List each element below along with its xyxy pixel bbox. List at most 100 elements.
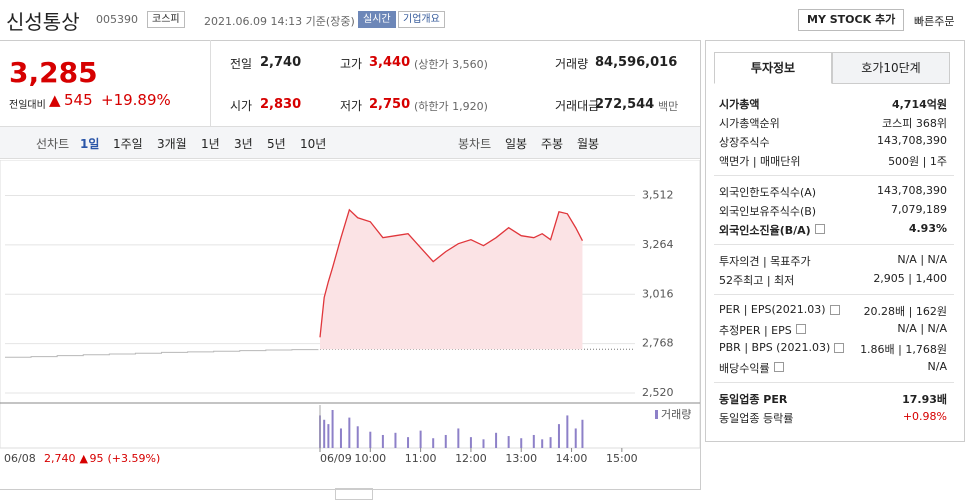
- info-label: 시가총액순위: [719, 117, 780, 130]
- tab-label: 봉차트: [458, 137, 492, 151]
- group-divider: [714, 382, 954, 383]
- info-label: PBR | BPS (2021.03): [719, 341, 831, 354]
- volume-bar: [394, 432, 397, 448]
- volume-bar: [469, 437, 472, 448]
- prev-close: 2,740: [44, 452, 76, 465]
- stock-name: 신성통상: [6, 10, 80, 34]
- summary-value: 272,544: [595, 97, 655, 112]
- legend-swatch: [655, 410, 658, 419]
- group-divider: [714, 175, 954, 176]
- volume-bar: [323, 419, 326, 448]
- change-label: 전일대비: [9, 100, 46, 111]
- overview-button[interactable]: 기업개요: [398, 11, 445, 28]
- price-line: [319, 208, 584, 338]
- volume-bar: [574, 428, 577, 448]
- quick-order[interactable]: 빠른주문: [914, 15, 955, 28]
- y-tick-label: 2,520: [642, 386, 674, 399]
- info-value: N/A | N/A: [897, 322, 947, 335]
- info-label: PER | EPS(2021.03): [719, 303, 826, 316]
- info-label: 외국인소진율(B/A): [719, 224, 811, 237]
- summary-note: (하한가 1,920): [414, 100, 488, 113]
- volume-bar: [457, 428, 460, 448]
- side-tab[interactable]: 투자정보: [714, 52, 832, 84]
- summary-label: 거래량: [555, 57, 589, 71]
- volume-bar: [549, 437, 552, 448]
- info-label: 외국인한도주식수(A): [719, 186, 817, 199]
- volume-bar: [581, 419, 584, 448]
- toggle-button[interactable]: [335, 488, 373, 500]
- current-price: 3,285: [9, 56, 98, 89]
- info-label: 외국인보유주식수(B): [719, 205, 817, 218]
- volume-bar: [444, 434, 447, 448]
- summary-label: 저가: [340, 99, 363, 113]
- divider: [210, 40, 211, 126]
- summary-note: (상한가 3,560): [414, 58, 488, 71]
- help-icon[interactable]: [774, 362, 784, 372]
- prev-change: 95: [90, 452, 104, 465]
- candle-tab[interactable]: 월봉: [577, 137, 600, 151]
- side-tab[interactable]: 호가10단계: [832, 52, 950, 84]
- group-divider: [714, 244, 954, 245]
- tab-label: 선차트: [36, 137, 70, 151]
- info-label: 배당수익률: [719, 362, 770, 375]
- summary-label: 고가: [340, 57, 363, 71]
- info-value: 17.93배: [902, 393, 947, 406]
- info-value: N/A | N/A: [897, 253, 947, 266]
- help-icon[interactable]: [834, 343, 844, 353]
- my-stock-button[interactable]: MY STOCK 추가: [798, 9, 905, 31]
- prev-label: 06/08: [4, 452, 36, 465]
- period-tab[interactable]: 5년: [267, 137, 286, 151]
- prev-day-line: [5, 349, 319, 358]
- volume-bar: [532, 434, 535, 448]
- help-icon[interactable]: [796, 324, 806, 334]
- info-label: 투자의견 | 목표주가: [719, 255, 811, 268]
- volume-bar: [331, 410, 334, 448]
- info-value: 4,714억원: [891, 98, 947, 111]
- y-tick-label: 3,264: [642, 238, 674, 251]
- period-tab[interactable]: 1년: [201, 137, 220, 151]
- info-value: 500원 | 1주: [888, 155, 947, 168]
- info-value: 4.93%: [908, 222, 947, 235]
- change: 545: [64, 91, 93, 109]
- info-value: 143,708,390: [877, 134, 947, 147]
- info-value: 143,708,390: [877, 184, 947, 197]
- candle-tab[interactable]: 일봉: [505, 137, 528, 151]
- stock-code: 005390: [96, 13, 138, 26]
- summary-note: 백만: [658, 100, 679, 113]
- volume-bar: [419, 430, 422, 448]
- change-pct: +19.89%: [101, 91, 171, 109]
- period-tab[interactable]: 1주일: [113, 137, 143, 151]
- volume-bar: [327, 424, 330, 448]
- summary-label: 전일: [230, 57, 253, 71]
- x-tick-label: 13:00: [505, 452, 537, 465]
- price-area: [320, 209, 583, 350]
- y-tick-label: 3,016: [642, 287, 674, 300]
- candle-tab[interactable]: 주봉: [541, 137, 564, 151]
- volume-bar: [482, 439, 485, 448]
- period-tab[interactable]: 1일: [80, 137, 100, 151]
- y-tick-label: 3,512: [642, 188, 674, 201]
- volume-bar: [520, 438, 523, 448]
- info-label: 시가총액: [719, 98, 760, 111]
- period-tab[interactable]: 3년: [234, 137, 253, 151]
- chart: 3,512 3,264 3,016 2,768 2,520 06/09 10:00 11:00…: [0, 160, 700, 465]
- period-tab[interactable]: 10년: [300, 137, 327, 151]
- info-value: 1.86배 | 1,768원: [860, 343, 947, 356]
- info-value: N/A: [927, 360, 947, 373]
- up-arrow: ▲: [49, 91, 61, 109]
- summary-value: 84,596,016: [595, 55, 678, 70]
- info-value: 코스피 368위: [882, 117, 947, 130]
- volume-bar: [495, 432, 498, 448]
- x-tick-label: 10:00: [354, 452, 386, 465]
- x-tick-label: 11:00: [405, 452, 437, 465]
- help-icon[interactable]: [815, 224, 825, 234]
- main-panel: [0, 40, 701, 490]
- help-icon[interactable]: [830, 305, 840, 315]
- info-label: 상장주식수: [719, 136, 770, 149]
- period-tab[interactable]: 3개월: [157, 137, 187, 151]
- prev-change-pct: (+3.59%): [108, 452, 161, 465]
- volume-bar: [566, 415, 569, 448]
- summary-label: 거래대금: [555, 99, 600, 113]
- volume-bar: [369, 431, 372, 448]
